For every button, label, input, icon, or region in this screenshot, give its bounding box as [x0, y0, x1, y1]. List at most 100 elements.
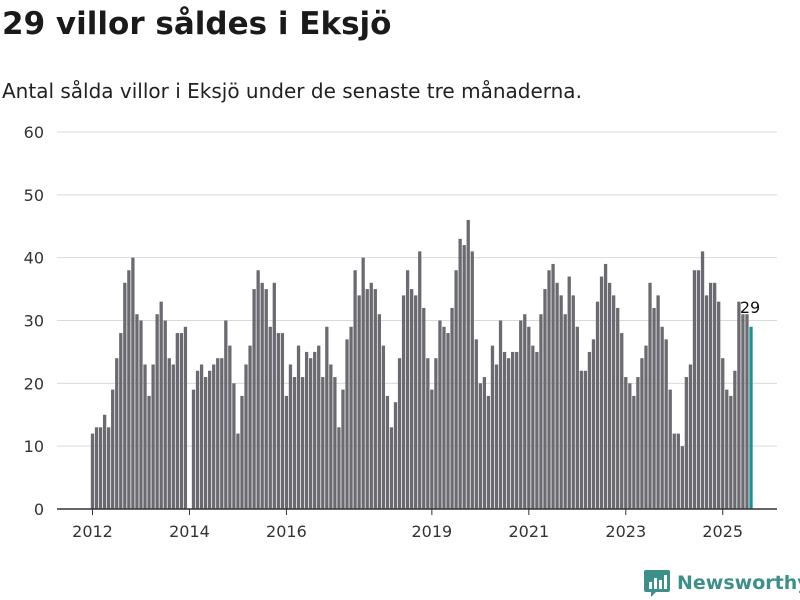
bars: [90, 219, 753, 509]
y-tick-label: 20: [24, 374, 44, 393]
bar: [345, 339, 349, 509]
bar: [704, 295, 709, 509]
bar: [668, 389, 672, 509]
bar: [268, 326, 272, 509]
x-tick-label: 2025: [702, 522, 743, 540]
bar: [446, 333, 450, 509]
bar: [393, 402, 398, 509]
bar: [519, 320, 523, 509]
bar: [466, 219, 470, 509]
bar: [531, 345, 535, 509]
bar: [506, 358, 511, 509]
bar-latest: [749, 326, 753, 509]
bar: [199, 364, 204, 509]
x-tick-label: 2021: [508, 522, 549, 540]
bar: [212, 364, 216, 509]
bar: [119, 333, 123, 509]
bar: [309, 358, 313, 509]
bar: [737, 301, 741, 509]
bar: [127, 270, 131, 509]
bar: [272, 282, 276, 509]
bar: [381, 345, 386, 509]
bar: [628, 383, 632, 509]
bar: [385, 395, 390, 509]
x-tick-label: 2023: [605, 522, 646, 540]
bar: [151, 364, 155, 509]
bar: [111, 389, 115, 509]
y-tick-label: 50: [24, 186, 44, 205]
bar: [94, 427, 99, 509]
bar: [583, 370, 588, 509]
bar: [107, 427, 111, 509]
newsworthy-logo-icon: [644, 570, 670, 597]
bar: [607, 282, 612, 509]
bar: [357, 295, 361, 509]
bar: [676, 433, 680, 509]
bar: [102, 414, 107, 509]
bar: [317, 345, 321, 509]
x-tick-label: 2012: [72, 522, 113, 540]
bar: [486, 395, 491, 509]
bar: [232, 383, 236, 509]
bar: [717, 301, 721, 509]
bar: [587, 351, 592, 509]
bar: [300, 377, 305, 509]
bar: [591, 339, 596, 509]
bar: [191, 389, 196, 509]
bar: [741, 314, 745, 509]
bar: [426, 358, 430, 509]
bar: [652, 307, 656, 509]
bar: [515, 351, 519, 509]
bar: [708, 282, 713, 509]
bar: [397, 358, 402, 509]
bar: [729, 395, 733, 509]
bar: [353, 270, 357, 509]
bar: [313, 351, 317, 509]
bar: [733, 370, 737, 509]
bar: [123, 282, 127, 509]
bar: [115, 358, 119, 509]
bar: [248, 345, 252, 509]
x-tick-label: 2014: [169, 522, 210, 540]
bar: [616, 307, 620, 509]
bar: [349, 326, 353, 509]
bar: [603, 263, 608, 509]
bar: [527, 326, 531, 509]
newsworthy-logo-text: Newsworthy: [677, 572, 800, 594]
bar: [438, 320, 442, 509]
y-tick-label: 30: [24, 312, 44, 331]
bar: [365, 289, 369, 509]
bar: [636, 377, 640, 509]
bar: [389, 427, 394, 509]
bar: [216, 358, 220, 509]
bar: [159, 301, 163, 509]
bar: [430, 389, 434, 509]
bar: [523, 314, 527, 509]
bar: [721, 358, 725, 509]
bar: [547, 270, 551, 509]
bar: [131, 257, 135, 509]
bar: [660, 326, 664, 509]
bar: [252, 289, 256, 509]
bar: [304, 351, 309, 509]
bar: [90, 433, 95, 509]
bar: [656, 295, 660, 509]
bar: [422, 307, 426, 509]
bar: [163, 320, 167, 509]
y-tick-label: 40: [24, 249, 44, 268]
bar: [575, 326, 579, 509]
y-tick-label: 0: [34, 500, 44, 519]
bar: [535, 351, 539, 509]
bar: [680, 446, 684, 509]
bar: [632, 395, 636, 509]
bar: [240, 395, 244, 509]
x-tick-label: 2019: [412, 522, 453, 540]
bar: [624, 377, 628, 509]
y-axis-tick-labels: 0 10 20 30 40 50 60: [24, 123, 44, 519]
bar: [171, 364, 175, 509]
bar: [410, 289, 414, 509]
bar: [745, 314, 749, 509]
bar: [620, 333, 624, 509]
y-tick-label: 60: [24, 123, 44, 142]
bar: [228, 345, 232, 509]
